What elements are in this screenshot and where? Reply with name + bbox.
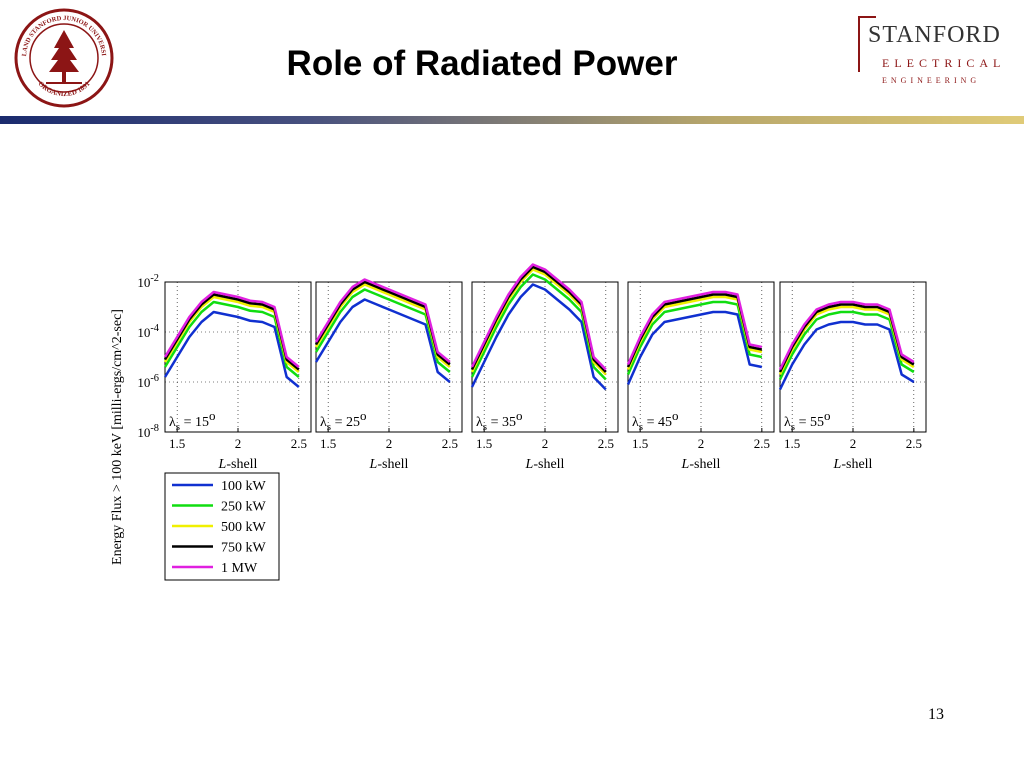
panel-label: λs = 25o bbox=[320, 408, 366, 433]
y-tick-label: 10-4 bbox=[137, 323, 159, 340]
panel-label: λs = 55o bbox=[784, 408, 830, 433]
header-band bbox=[0, 116, 1024, 124]
panel-label: λs = 15o bbox=[169, 408, 215, 433]
stanford-ee-logo: STANFORD ELECTRICAL ENGINEERING bbox=[858, 16, 1018, 96]
y-axis-label: Energy Flux > 100 keV [milli-ergs/cm^2-s… bbox=[110, 309, 125, 565]
x-tick-label: 2 bbox=[386, 436, 393, 451]
panel-frame bbox=[164, 281, 312, 433]
legend-entry: 100 kW bbox=[221, 479, 267, 494]
series-line-250-kw bbox=[778, 310, 915, 381]
logo-line-electrical: ELECTRICAL bbox=[882, 56, 1006, 70]
series-line-100-kw bbox=[163, 310, 300, 388]
x-axis-label: L-shell bbox=[369, 457, 409, 472]
y-tick-label: 10-8 bbox=[137, 423, 159, 440]
x-tick-label: 1.5 bbox=[476, 436, 492, 451]
panel-label: λs = 45o bbox=[632, 408, 678, 433]
x-axis-label: L-shell bbox=[525, 457, 565, 472]
x-tick-label: 2.5 bbox=[291, 436, 307, 451]
series-line-100-kw bbox=[470, 283, 607, 391]
stanford-seal: LELAND STANFORD JUNIOR UNIVERSITY ORGANI… bbox=[14, 8, 114, 108]
panel-1: λs = 15o 1.5 2 2.5 L-shell bbox=[163, 281, 312, 472]
panel-5: λs = 55o 1.5 2 2.5 L-shell bbox=[778, 281, 927, 472]
series-line-1-mw bbox=[626, 290, 763, 366]
slide-title: Role of Radiated Power bbox=[286, 44, 678, 83]
x-tick-label: 2 bbox=[698, 436, 705, 451]
series-line-1-mw bbox=[778, 300, 915, 371]
logo-line-engineering: ENGINEERING bbox=[882, 76, 981, 85]
series-line-1-mw bbox=[470, 263, 607, 371]
x-tick-label: 2 bbox=[850, 436, 857, 451]
x-tick-label: 2 bbox=[235, 436, 242, 451]
series-line-100-kw bbox=[626, 310, 763, 386]
legend-entry: 1 MW bbox=[221, 561, 258, 576]
panel-2: λs = 25o 1.5 2 2.5 L-shell bbox=[314, 278, 463, 472]
x-tick-label: 2.5 bbox=[442, 436, 458, 451]
logo-bracket bbox=[858, 16, 876, 72]
x-tick-label: 1.5 bbox=[169, 436, 185, 451]
x-tick-label: 2 bbox=[542, 436, 549, 451]
x-axis-label: L-shell bbox=[218, 457, 258, 472]
panel-4: λs = 45o 1.5 2 2.5 L-shell bbox=[626, 281, 775, 472]
legend-entry: 500 kW bbox=[221, 520, 267, 535]
panel-label: λs = 35o bbox=[476, 408, 522, 433]
series-line-100-kw bbox=[778, 320, 915, 391]
logo-line-stanford: STANFORD bbox=[868, 22, 1001, 48]
x-tick-label: 1.5 bbox=[784, 436, 800, 451]
series-line-100-kw bbox=[314, 298, 451, 383]
x-tick-label: 2.5 bbox=[754, 436, 770, 451]
x-tick-label: 1.5 bbox=[632, 436, 648, 451]
panel-3: λs = 35o 1.5 2 2.5 L-shell bbox=[470, 263, 619, 472]
legend-entry: 750 kW bbox=[221, 541, 267, 556]
y-tick-label: 10-2 bbox=[137, 273, 159, 290]
legend-entry: 250 kW bbox=[221, 500, 267, 515]
x-tick-label: 2.5 bbox=[598, 436, 614, 451]
x-axis-label: L-shell bbox=[833, 457, 873, 472]
legend: 100 kW 250 kW 500 kW 750 kW 1 MW bbox=[164, 472, 280, 581]
series-line-1-mw bbox=[314, 278, 451, 363]
x-axis-label: L-shell bbox=[681, 457, 721, 472]
x-tick-label: 2.5 bbox=[906, 436, 922, 451]
x-tick-label: 1.5 bbox=[320, 436, 336, 451]
tree-icon bbox=[46, 30, 82, 84]
series-line-1-mw bbox=[163, 290, 300, 368]
panel-frame bbox=[471, 281, 619, 433]
y-tick-label: 10-6 bbox=[137, 373, 159, 390]
page-number: 13 bbox=[928, 706, 944, 723]
